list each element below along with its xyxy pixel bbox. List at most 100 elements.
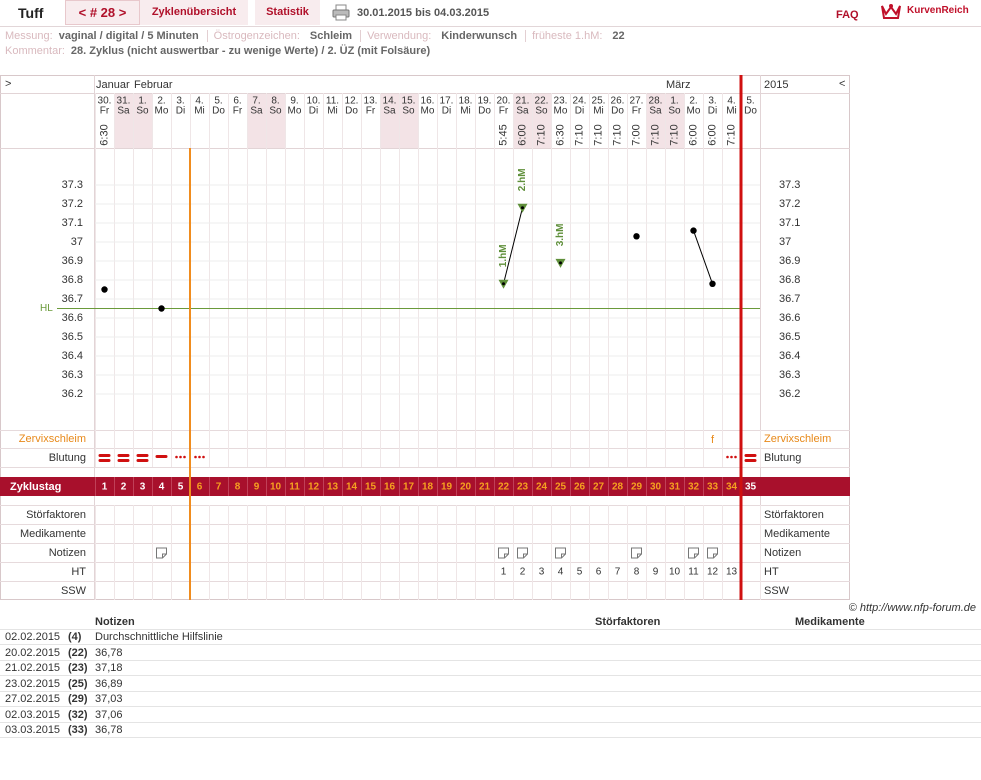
cycle-day: 11 xyxy=(289,482,300,493)
table-header: Notizen Störfaktoren Medikamente xyxy=(0,614,981,630)
bleeding-dot xyxy=(179,455,182,459)
weekday-label: Sa xyxy=(649,106,662,117)
note-icon xyxy=(156,547,167,559)
comment-line: Kommentar: 28. Zyklus (nicht auswertbar … xyxy=(5,45,430,57)
weekday-label: So xyxy=(136,106,149,117)
table-row: 23.02.2015 (25) 36,89 xyxy=(0,676,981,692)
y-tick-label: 36.6 xyxy=(62,312,83,324)
time-label: 7:10 xyxy=(649,124,661,145)
print-icon[interactable] xyxy=(332,4,350,21)
hm-label: 1.hM xyxy=(498,244,509,267)
tab[interactable]: Statistik xyxy=(255,0,320,25)
time-label: 7:10 xyxy=(573,124,585,145)
weekend-shade xyxy=(399,93,418,148)
date-label: 13. xyxy=(364,96,378,107)
ht-value: 12 xyxy=(707,567,719,578)
note-icon xyxy=(498,547,509,559)
temperature-point xyxy=(690,227,697,234)
temperature-point xyxy=(101,286,108,293)
label: Messung: xyxy=(5,30,53,42)
date-label: 20. xyxy=(497,96,511,107)
row-label: Zervixschleim xyxy=(19,433,86,445)
weekday-label: Do xyxy=(345,106,358,117)
bleeding-dot xyxy=(198,455,201,459)
top-bar xyxy=(0,0,981,27)
date-label: 28. xyxy=(649,96,663,107)
cycle-day: (4) xyxy=(68,631,82,643)
bleeding-mark xyxy=(744,454,757,462)
ht-value: 3 xyxy=(539,567,545,578)
cycle-day: 26 xyxy=(574,482,586,493)
point xyxy=(502,282,505,286)
table-row: 02.02.2015 (4) Durchschnittliche Hilfslini… xyxy=(0,629,981,645)
label: Kommentar: xyxy=(5,45,65,57)
cycle-nav[interactable]: < # 28 > xyxy=(65,0,140,25)
ht-value: 6 xyxy=(596,567,602,578)
bleeding-mark xyxy=(117,454,130,462)
weekday-label: Mo xyxy=(155,106,169,117)
cycle-day: 17 xyxy=(403,482,415,493)
label: früheste 1.hM: xyxy=(525,30,602,42)
date-label: 30. xyxy=(98,96,112,107)
date-label: 7. xyxy=(252,96,260,107)
row-label: Störfaktoren xyxy=(764,509,824,521)
y-tick-label: 37 xyxy=(779,236,791,248)
date: 27.02.2015 xyxy=(5,693,61,705)
date-label: 18. xyxy=(459,96,473,107)
note-icon xyxy=(707,547,718,559)
weekday-label: Sa xyxy=(250,106,263,117)
bleeding-dot xyxy=(183,455,186,459)
weekday-label: Fr xyxy=(499,106,509,117)
cycle-day: (22) xyxy=(68,646,88,659)
cycle-day: 15 xyxy=(365,482,377,493)
month-label: Januar xyxy=(96,79,130,91)
y-tick-label: 36.4 xyxy=(779,350,800,362)
bleeding-dot xyxy=(202,455,205,459)
cycle-day: 30 xyxy=(650,482,662,493)
date: 03.03.2015 xyxy=(5,724,61,736)
y-tick-label: 36.7 xyxy=(779,293,800,305)
row-label: Blutung xyxy=(49,452,86,464)
note: 37,18 xyxy=(95,662,123,674)
hm-label: 2.hM xyxy=(517,168,528,191)
bleeding-bar xyxy=(98,454,111,457)
faq-link[interactable]: FAQ xyxy=(836,9,859,21)
value: Kinderwunsch xyxy=(441,30,518,42)
ht-value: 2 xyxy=(520,567,526,578)
tab[interactable]: Zyklenübersicht xyxy=(140,0,248,25)
bleeding-bar xyxy=(117,459,130,462)
date-label: 1. xyxy=(670,96,678,107)
bleeding-dot xyxy=(726,455,729,459)
weekday-label: Di xyxy=(708,106,717,117)
date-label: 14. xyxy=(383,96,397,107)
weekday-label: So xyxy=(402,106,415,117)
value: vaginal / digital / 5 Minuten xyxy=(58,30,199,42)
date-label: 2. xyxy=(157,96,165,107)
note-icon xyxy=(688,547,699,559)
logo-text[interactable]: KurvenReich xyxy=(907,5,969,16)
bleeding-dot xyxy=(734,455,737,459)
cycle-day: 35 xyxy=(745,482,757,493)
time-label: 6:30 xyxy=(98,124,110,145)
cycle-day: 23 xyxy=(517,482,529,493)
note-icon xyxy=(631,547,642,559)
ht-value: 1 xyxy=(501,567,507,578)
bleeding-mark xyxy=(175,455,186,459)
weekday-label: Fr xyxy=(100,106,110,117)
ht-value: 13 xyxy=(726,567,738,578)
date-label: 9. xyxy=(290,96,298,107)
ht-value: 4 xyxy=(558,567,564,578)
weekday-label: Di xyxy=(309,106,318,117)
y-tick-label: 36.8 xyxy=(779,274,800,286)
cycle-day: 20 xyxy=(460,482,472,493)
note: Durchschnittliche Hilfslinie xyxy=(95,631,223,643)
cycle-day: 12 xyxy=(308,482,320,493)
value: 28. Zyklus (nicht auswertbar - zu wenige… xyxy=(70,45,431,57)
ht-value: 11 xyxy=(688,567,699,578)
cycle-day: 8 xyxy=(235,482,241,493)
column-header: Störfaktoren xyxy=(595,616,661,628)
bleeding-bar xyxy=(155,455,168,458)
year: 2015 xyxy=(764,79,788,91)
weekday-label: Mi xyxy=(194,106,205,117)
